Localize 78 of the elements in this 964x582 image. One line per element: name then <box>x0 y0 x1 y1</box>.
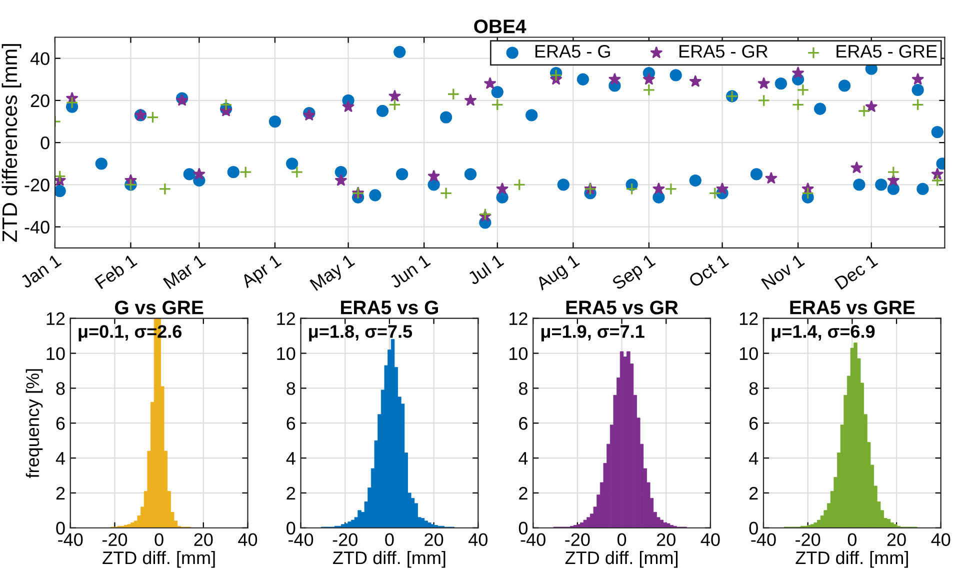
y-tick-label: 0 <box>56 522 65 535</box>
chart-title: ERA5 vs GR <box>566 300 678 314</box>
y-tick-label: -20 <box>24 178 50 192</box>
x-tick-label: 20 <box>194 533 213 546</box>
y-tick-label: 0 <box>286 522 296 535</box>
x-tick-label: 20 <box>656 533 676 546</box>
y-tick-label: 6 <box>750 417 758 430</box>
legend-label: ERA5 - G <box>535 44 610 58</box>
chart-title: ERA5 vs GRE <box>790 300 915 314</box>
chart-title: ERA5 vs G <box>341 300 438 314</box>
x-tick-label: May 1 <box>310 254 358 294</box>
x-tick-label: Oct 1 <box>688 254 730 288</box>
y-tick-label: 4 <box>56 452 65 465</box>
x-tick-label: Dec 1 <box>834 254 878 290</box>
annotation: μ=1.4, σ=6.9 <box>772 325 875 342</box>
chart-title: G vs GRE <box>115 300 204 314</box>
x-tick-label: -20 <box>565 533 590 546</box>
y-tick-label: 2 <box>519 486 528 500</box>
x-tick-label: Mar 1 <box>162 254 206 290</box>
y-tick-label: 8 <box>286 382 296 395</box>
y-tick-label: 10 <box>740 347 758 360</box>
y-tick-label: 12 <box>46 312 65 325</box>
y-tick-label: 4 <box>518 452 528 465</box>
x-tick-label: 40 <box>931 533 950 546</box>
x-tick-label: Jan 1 <box>19 254 62 289</box>
x-tick-label: Apr 1 <box>240 254 284 292</box>
y-tick-label: 10 <box>46 347 65 360</box>
y-tick-label: 6 <box>56 417 65 430</box>
x-tick-label: Sep 1 <box>611 254 658 294</box>
x-tick-label: 20 <box>887 533 906 546</box>
x-tick-label: -20 <box>796 533 820 546</box>
chart-title: OBE4 <box>474 20 526 34</box>
x-tick-label: -20 <box>332 533 358 546</box>
y-tick-label: 10 <box>510 347 528 360</box>
x-tick-label: 0 <box>617 533 626 546</box>
y-tick-label: 0 <box>40 136 50 150</box>
annotation: μ=1.9, σ=7.1 <box>541 325 644 342</box>
y-tick-label: 8 <box>56 382 65 395</box>
legend-label: ERA5 - GRE <box>836 44 937 58</box>
x-axis-title: ZTD diff. [mm] <box>333 550 446 568</box>
x-tick-label: Nov 1 <box>761 254 805 290</box>
y-tick-label: 40 <box>30 52 50 66</box>
x-tick-label: 40 <box>238 533 258 546</box>
x-tick-label: Aug 1 <box>534 254 582 294</box>
y-tick-label: 0 <box>749 522 758 535</box>
y-tick-label: -40 <box>24 220 50 234</box>
x-tick-label: 40 <box>700 533 720 546</box>
x-axis-title: ZTD diff. [mm] <box>565 550 678 568</box>
y-tick-label: 4 <box>749 452 758 465</box>
y-tick-label: 8 <box>749 382 758 395</box>
x-tick-label: Feb 1 <box>94 253 138 290</box>
y-axis-title: frequency [%] <box>26 369 43 478</box>
y-tick-label: 6 <box>519 417 528 430</box>
y-tick-label: 12 <box>277 312 295 325</box>
y-tick-label: 20 <box>30 94 50 108</box>
legend-label: ERA5 - GR <box>680 44 768 58</box>
y-tick-label: 4 <box>286 452 296 465</box>
y-tick-label: 2 <box>56 486 65 500</box>
annotation: μ=1.8, σ=7.5 <box>309 325 412 342</box>
x-tick-label: 0 <box>385 533 394 546</box>
y-tick-label: 12 <box>510 312 528 325</box>
x-tick-label: Jul 1 <box>466 253 504 286</box>
y-tick-label: 2 <box>286 486 295 500</box>
x-tick-label: Jun 1 <box>388 254 431 289</box>
x-axis-title: ZTD diff. [mm] <box>102 550 215 568</box>
x-tick-label: -20 <box>102 533 128 546</box>
y-tick-label: 8 <box>518 382 528 395</box>
x-tick-label: 0 <box>848 533 856 546</box>
y-tick-label: 0 <box>518 522 528 535</box>
y-tick-label: 2 <box>749 486 758 500</box>
x-tick-label: 20 <box>424 533 444 546</box>
x-tick-label: 40 <box>468 533 488 546</box>
y-tick-label: 6 <box>286 417 296 430</box>
y-axis-title: ZTD differences [mm] <box>2 44 22 242</box>
x-axis-title: ZTD diff. [mm] <box>796 550 908 568</box>
y-tick-label: 12 <box>740 312 758 325</box>
y-tick-label: 10 <box>277 347 296 360</box>
x-tick-label: 0 <box>154 533 164 546</box>
